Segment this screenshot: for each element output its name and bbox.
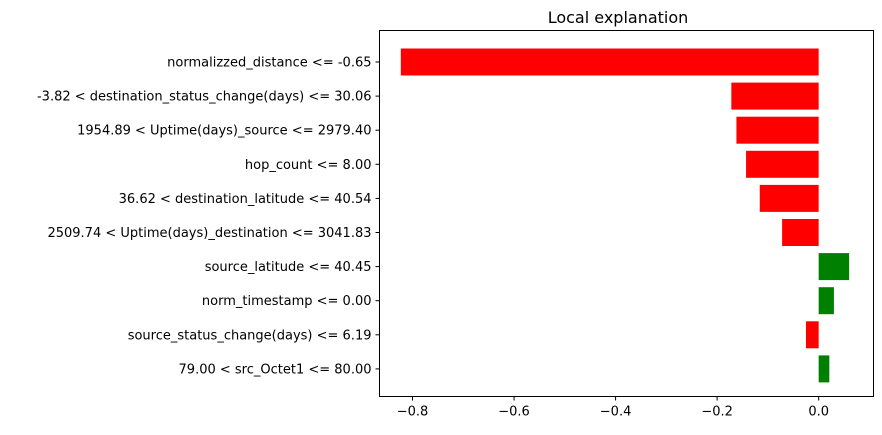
category-label: source_status_change(days) <= 6.19 <box>128 328 372 343</box>
category-label: normalizzed_distance <= -0.65 <box>167 56 371 71</box>
bar-2 <box>736 116 819 144</box>
x-tick-label: 0.0 <box>808 405 829 420</box>
bar-6 <box>818 253 850 281</box>
category-labels: normalizzed_distance <= -0.65 -3.82 < des… <box>37 56 380 377</box>
category-label: 79.00 < src_Octet1 <= 80.00 <box>179 362 372 377</box>
bars-layer <box>400 48 850 383</box>
bar-4 <box>759 184 819 212</box>
x-axis-ticks: −0.8 −0.6 −0.4 −0.2 0.0 <box>397 396 829 420</box>
category-label: hop_count <= 8.00 <box>245 158 372 173</box>
bar-0 <box>400 48 819 76</box>
bar-9 <box>818 355 830 383</box>
category-label: 36.62 < destination_latitude <= 40.54 <box>119 192 372 207</box>
x-tick-label: −0.8 <box>397 405 429 420</box>
x-tick-label: −0.6 <box>498 405 530 420</box>
category-label: norm_timestamp <= 0.00 <box>202 294 372 309</box>
chart-title: Local explanation <box>548 8 689 27</box>
bar-7 <box>818 287 834 315</box>
category-label: 1954.89 < Uptime(days)_source <= 2979.40 <box>77 124 371 139</box>
category-label: -3.82 < destination_status_change(days) … <box>37 90 372 105</box>
bar-8 <box>805 321 819 349</box>
bar-5 <box>782 219 819 246</box>
category-label: 2509.74 < Uptime(days)_destination <= 30… <box>47 226 371 241</box>
bar-1 <box>731 82 819 110</box>
bar-3 <box>746 150 819 178</box>
x-tick-label: −0.4 <box>600 405 632 420</box>
plot-frame <box>379 30 874 397</box>
x-tick-label: −0.2 <box>701 405 733 420</box>
category-label: source_latitude <= 40.45 <box>205 260 372 275</box>
